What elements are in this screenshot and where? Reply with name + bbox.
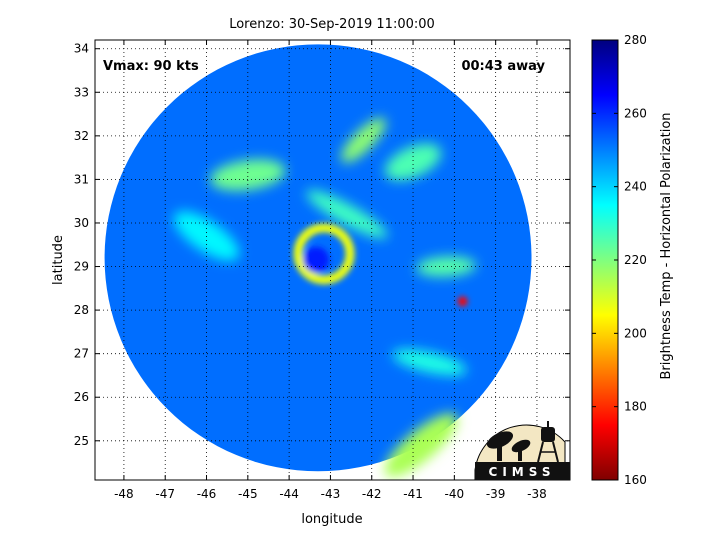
colorbar-tick-label: 260: [624, 106, 647, 120]
chart-title: Lorenzo: 30-Sep-2019 11:00:00: [229, 17, 435, 32]
rainband: [416, 256, 477, 277]
colorbar-tick-label: 160: [624, 473, 647, 487]
x-tick-label: -38: [527, 487, 547, 501]
y-tick-label: 30: [74, 216, 89, 230]
vmax-annotation: Vmax: 90 kts: [103, 59, 199, 74]
colorbar-label: Brightness Temp - Horizontal Polarizatio…: [659, 112, 674, 379]
y-tick-label: 29: [74, 260, 89, 274]
storm-core: [293, 223, 468, 307]
x-tick-label: -44: [279, 487, 299, 501]
y-tick-label: 27: [74, 347, 89, 361]
logo-banner: [475, 462, 570, 480]
colorbar-tick-label: 200: [624, 326, 647, 340]
y-tick-label: 32: [74, 129, 89, 143]
x-tick-label: -48: [114, 487, 134, 501]
x-tick-label: -47: [155, 487, 175, 501]
y-tick-label: 33: [74, 85, 89, 99]
rainband: [210, 159, 286, 191]
colorbar-tick-label: 220: [624, 253, 647, 267]
x-tick-label: -39: [486, 487, 506, 501]
cimss-logo: CIMSS: [474, 421, 570, 481]
logo-water-tower-icon: [537, 421, 559, 463]
min-temperature-spot: [457, 296, 468, 307]
logo-text: CIMSS: [489, 465, 556, 479]
colorbar-tick-label: 280: [624, 33, 647, 47]
eyewall-ring: [293, 223, 355, 285]
y-tick-label: 31: [74, 172, 89, 186]
x-axis-label: longitude: [301, 512, 362, 527]
plot-area: -48 -47 -46 -45 -44 -43 -42 -41 -40 -39 -38 25 26 27…: [74, 39, 571, 501]
rainband: [384, 413, 458, 477]
colorbar-tick-label: 180: [624, 400, 647, 414]
x-tick-label: -41: [403, 487, 423, 501]
rainband: [392, 349, 467, 376]
rainband: [384, 143, 442, 181]
grid-lines: [95, 40, 570, 480]
y-axis-ticks: 25 26 27 28 29 30 31 32 33 34: [74, 42, 570, 448]
rainband: [306, 190, 388, 239]
away-annotation: 00:43 away: [461, 59, 545, 74]
x-tick-label: -43: [321, 487, 341, 501]
axes-frame: [94, 39, 571, 481]
y-tick-label: 28: [74, 303, 89, 317]
y-tick-label: 25: [74, 434, 89, 448]
x-tick-label: -45: [238, 487, 258, 501]
colorbar: 160 180 200 220 240 260 280 Brightness Temp - …: [591, 33, 674, 487]
y-tick-label: 34: [74, 42, 89, 56]
rainband: [341, 117, 386, 163]
y-tick-label: 26: [74, 390, 89, 404]
colorbar-tick-label: 240: [624, 180, 647, 194]
storm-eye: [303, 246, 330, 273]
logo-dish-icon: [486, 431, 531, 461]
x-tick-label: -46: [197, 487, 217, 501]
colorbar-ticks: 160 180 200 220 240 260 280: [592, 33, 647, 487]
x-tick-label: -42: [362, 487, 382, 501]
x-axis-ticks: -48 -47 -46 -45 -44 -43 -42 -41 -40 -39 -38: [114, 40, 547, 501]
x-tick-label: -40: [445, 487, 465, 501]
y-axis-label: latitude: [51, 235, 66, 285]
